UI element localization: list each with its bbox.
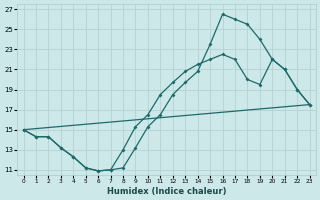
X-axis label: Humidex (Indice chaleur): Humidex (Indice chaleur) (107, 187, 226, 196)
